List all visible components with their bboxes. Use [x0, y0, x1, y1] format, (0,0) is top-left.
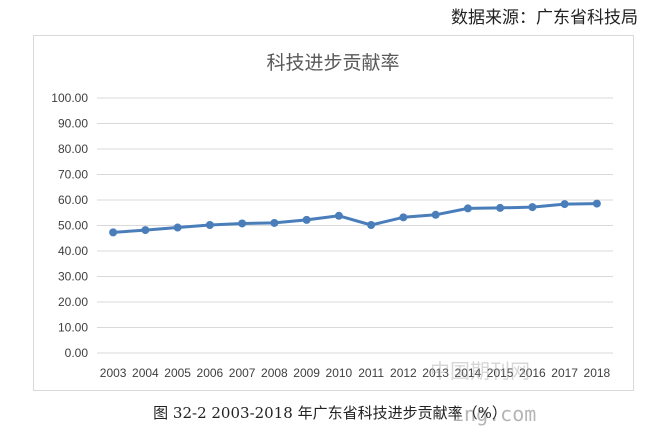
data-point — [109, 228, 118, 237]
y-tick-label: 10.00 — [58, 321, 88, 335]
x-tick-label: 2003 — [100, 366, 127, 380]
x-tick-label: 2016 — [519, 366, 546, 380]
x-tick-label: 2006 — [197, 366, 224, 380]
data-source-note: 数据来源：广东省科技局 — [451, 8, 638, 28]
x-tick-label: 2007 — [229, 366, 256, 380]
x-tick-label: 2005 — [164, 366, 191, 380]
data-point — [334, 211, 343, 220]
data-point — [496, 203, 505, 212]
y-tick-label: 50.00 — [58, 219, 88, 233]
data-point — [463, 204, 472, 213]
data-point — [560, 200, 569, 209]
data-point — [238, 219, 247, 228]
x-tick-label: 2012 — [390, 366, 417, 380]
data-point — [431, 210, 440, 219]
y-tick-label: 70.00 — [58, 168, 88, 182]
data-point — [367, 220, 376, 229]
y-tick-label: 60.00 — [58, 193, 88, 207]
data-point — [141, 226, 150, 235]
x-tick-label: 2008 — [261, 366, 288, 380]
data-point — [205, 220, 214, 229]
series-line — [109, 199, 601, 237]
y-tick-label: 30.00 — [58, 270, 88, 284]
y-tick-label: 0.00 — [65, 346, 89, 360]
data-point — [302, 215, 311, 224]
x-tick-label: 2015 — [487, 366, 514, 380]
data-point — [173, 223, 182, 232]
data-point — [528, 203, 537, 212]
x-tick-label: 2017 — [551, 366, 578, 380]
y-tick-label: 20.00 — [58, 295, 88, 309]
y-axis-tick-labels: 0.00 10.00 20.00 30.00 40.00 50.00 60.00 70.00 8… — [51, 91, 88, 360]
chart-frame — [33, 35, 634, 391]
x-tick-label: 2018 — [584, 366, 611, 380]
x-tick-label: 2010 — [326, 366, 353, 380]
x-tick-label: 2011 — [358, 366, 384, 380]
data-point — [270, 218, 279, 227]
chart-title: 科技进步贡献率 — [266, 52, 399, 74]
figure-caption: 图 32-2 2003-2018 年广东省科技进步贡献率（%） — [153, 404, 507, 422]
y-tick-label: 80.00 — [58, 142, 88, 156]
y-tick-label: 90.00 — [58, 117, 88, 131]
data-point — [592, 199, 601, 208]
y-tick-label: 100.00 — [51, 91, 88, 105]
data-point — [399, 213, 408, 222]
y-tick-label: 40.00 — [58, 244, 88, 258]
x-tick-label: 2004 — [132, 366, 159, 380]
x-axis-tick-labels: 2003 2004 2005 2006 2007 2008 2009 2010 2011 2012… — [100, 366, 611, 380]
gridlines — [97, 97, 613, 354]
x-tick-label: 2009 — [293, 366, 320, 380]
series-polyline — [112, 202, 597, 234]
x-tick-label: 2013 — [422, 366, 449, 380]
x-tick-label: 2014 — [455, 366, 482, 380]
